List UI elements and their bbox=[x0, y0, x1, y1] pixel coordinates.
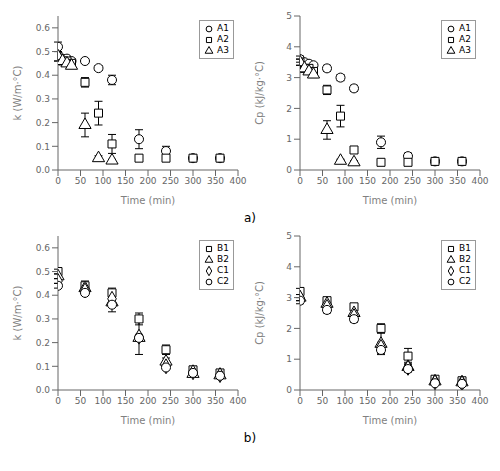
svg-text:300: 300 bbox=[184, 176, 201, 186]
svg-text:150: 150 bbox=[359, 176, 376, 186]
svg-text:0.6: 0.6 bbox=[36, 23, 51, 33]
svg-text:300: 300 bbox=[426, 396, 443, 406]
svg-text:400: 400 bbox=[471, 176, 488, 186]
html-text:C1: C1 bbox=[459, 265, 471, 275]
html-text:b): b) bbox=[243, 431, 257, 445]
html-text:A2: A2 bbox=[217, 34, 229, 44]
html-text:A3: A3 bbox=[217, 45, 229, 55]
html-text:C2: C2 bbox=[459, 276, 471, 286]
html-text:B2: B2 bbox=[217, 254, 229, 264]
svg-text:250: 250 bbox=[404, 396, 421, 406]
svg-text:0: 0 bbox=[55, 396, 61, 406]
svg-text:200: 200 bbox=[139, 176, 156, 186]
svg-text:Cp (kJ/kg·°C): Cp (kJ/kg·°C) bbox=[254, 61, 265, 125]
svg-text:0.0: 0.0 bbox=[36, 165, 51, 175]
svg-text:150: 150 bbox=[359, 396, 376, 406]
svg-text:50: 50 bbox=[75, 396, 87, 406]
html-text:B1: B1 bbox=[217, 243, 229, 253]
svg-text:k (W/m·°C): k (W/m·°C) bbox=[12, 285, 23, 340]
svg-text:0.1: 0.1 bbox=[36, 362, 50, 372]
svg-text:400: 400 bbox=[229, 396, 246, 406]
svg-text:100: 100 bbox=[336, 176, 353, 186]
svg-text:Time (min): Time (min) bbox=[362, 195, 417, 206]
svg-text:0: 0 bbox=[55, 176, 61, 186]
svg-text:k (W/m·°C): k (W/m·°C) bbox=[12, 65, 23, 120]
svg-text:0.0: 0.0 bbox=[36, 385, 51, 395]
svg-text:Cp (kJ/kg·°C): Cp (kJ/kg·°C) bbox=[254, 281, 265, 345]
svg-text:1: 1 bbox=[286, 134, 292, 144]
svg-text:300: 300 bbox=[184, 396, 201, 406]
svg-text:0: 0 bbox=[297, 396, 303, 406]
svg-text:4: 4 bbox=[286, 262, 292, 272]
html-text:A1: A1 bbox=[217, 23, 229, 33]
html-text:B1: B1 bbox=[459, 243, 471, 253]
svg-text:0: 0 bbox=[297, 176, 303, 186]
svg-text:4: 4 bbox=[286, 42, 292, 52]
svg-text:350: 350 bbox=[449, 396, 466, 406]
svg-text:Time (min): Time (min) bbox=[120, 415, 175, 426]
svg-text:300: 300 bbox=[426, 176, 443, 186]
svg-text:0: 0 bbox=[286, 385, 292, 395]
svg-text:250: 250 bbox=[162, 176, 179, 186]
svg-text:Time (min): Time (min) bbox=[362, 415, 417, 426]
html-text:C1: C1 bbox=[217, 265, 229, 275]
svg-text:5: 5 bbox=[286, 11, 292, 21]
svg-text:0.2: 0.2 bbox=[36, 118, 50, 128]
html-text:C2: C2 bbox=[217, 276, 229, 286]
html-text:A3: A3 bbox=[459, 45, 471, 55]
svg-text:3: 3 bbox=[286, 73, 292, 83]
svg-text:200: 200 bbox=[139, 396, 156, 406]
html-text:A1: A1 bbox=[459, 23, 471, 33]
svg-text:0.6: 0.6 bbox=[36, 243, 51, 253]
svg-text:100: 100 bbox=[94, 176, 111, 186]
svg-text:0.4: 0.4 bbox=[36, 70, 51, 80]
svg-text:0: 0 bbox=[286, 165, 292, 175]
svg-text:50: 50 bbox=[317, 176, 329, 186]
svg-text:0.3: 0.3 bbox=[36, 314, 50, 324]
html-text:a): a) bbox=[244, 211, 256, 225]
svg-text:150: 150 bbox=[117, 396, 134, 406]
svg-text:150: 150 bbox=[117, 176, 134, 186]
svg-text:0.5: 0.5 bbox=[36, 267, 50, 277]
svg-text:400: 400 bbox=[471, 396, 488, 406]
svg-text:0.1: 0.1 bbox=[36, 142, 50, 152]
svg-text:400: 400 bbox=[229, 176, 246, 186]
svg-text:100: 100 bbox=[94, 396, 111, 406]
svg-text:250: 250 bbox=[162, 396, 179, 406]
svg-text:Time (min): Time (min) bbox=[120, 195, 175, 206]
svg-text:250: 250 bbox=[404, 176, 421, 186]
svg-text:50: 50 bbox=[75, 176, 87, 186]
svg-text:350: 350 bbox=[207, 396, 224, 406]
svg-text:0.3: 0.3 bbox=[36, 94, 50, 104]
svg-text:200: 200 bbox=[381, 176, 398, 186]
svg-text:1: 1 bbox=[286, 354, 292, 364]
svg-text:350: 350 bbox=[207, 176, 224, 186]
svg-text:50: 50 bbox=[317, 396, 329, 406]
svg-text:100: 100 bbox=[336, 396, 353, 406]
svg-text:0.5: 0.5 bbox=[36, 47, 50, 57]
svg-text:200: 200 bbox=[381, 396, 398, 406]
svg-text:5: 5 bbox=[286, 231, 292, 241]
svg-text:2: 2 bbox=[286, 324, 292, 334]
html-text:B2: B2 bbox=[459, 254, 471, 264]
svg-text:2: 2 bbox=[286, 104, 292, 114]
html-text:A2: A2 bbox=[459, 34, 471, 44]
svg-text:3: 3 bbox=[286, 293, 292, 303]
svg-text:0.4: 0.4 bbox=[36, 290, 51, 300]
svg-text:0.2: 0.2 bbox=[36, 338, 50, 348]
svg-text:350: 350 bbox=[449, 176, 466, 186]
